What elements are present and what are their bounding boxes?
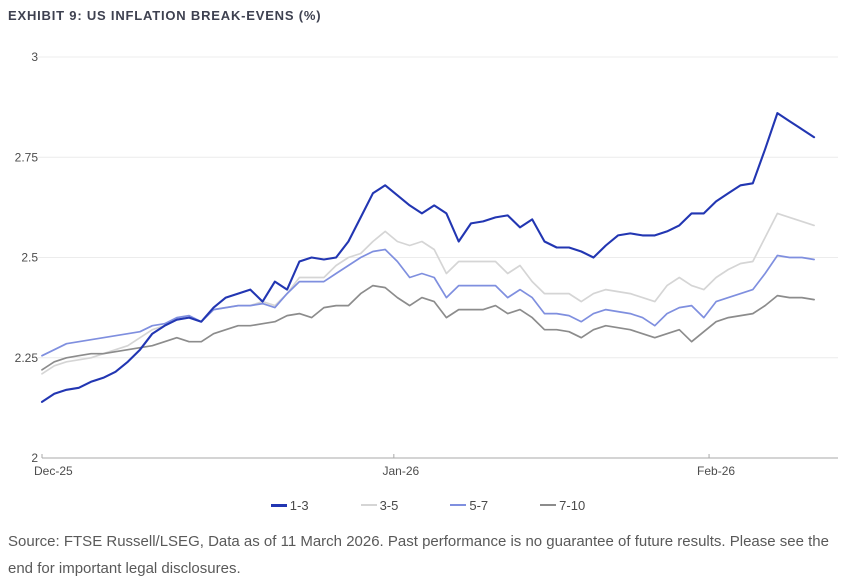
- legend-item-1-3: 1-3: [270, 497, 309, 513]
- x-axis-tick-label: Jan-26: [382, 464, 419, 478]
- legend-item-3-5: 3-5: [360, 497, 399, 513]
- legend-swatch-1-3: [270, 503, 287, 507]
- series-line-1-3: [40, 112, 816, 403]
- legend-swatch-7-10: [540, 504, 557, 506]
- series-line-5-7: [41, 248, 815, 357]
- y-axis-tick-label: 2.5: [21, 251, 38, 265]
- legend-item-5-7: 5-7: [450, 498, 488, 513]
- exhibit-title: EXHIBIT 9: US INFLATION BREAK-EVENS (%): [8, 8, 322, 23]
- legend-label: 1-3: [289, 497, 309, 513]
- y-axis-tick-label: 2.75: [15, 150, 39, 164]
- x-axis-tick-label: Dec-25: [34, 464, 73, 478]
- line-chart: 2 2.25 2.5 2.75 3 Dec-25 Jan-26 Feb-26: [8, 45, 848, 488]
- legend-swatch-5-7: [450, 504, 467, 506]
- legend-swatch-3-5: [360, 504, 377, 506]
- legend-label: 5-7: [469, 497, 489, 513]
- y-axis-tick-label: 2.25: [15, 351, 39, 365]
- source-disclaimer: Source: FTSE Russell/LSEG, Data as of 11…: [8, 533, 829, 577]
- legend-label: 7-10: [559, 497, 586, 513]
- x-axis-tick-label: Feb-26: [697, 464, 735, 478]
- legend-label: 3-5: [379, 497, 399, 513]
- y-axis-tick-label: 3: [31, 50, 38, 64]
- series-line-7-10: [41, 284, 815, 371]
- legend-item-7-10: 7-10: [540, 498, 585, 513]
- series-line-3-5: [41, 212, 815, 375]
- chart-canvas: 2 2.25 2.5 2.75 3 Dec-25 Jan-26 Feb-26: [15, 50, 838, 478]
- chart-legend: 1-3 3-5 5-7 7-10: [8, 496, 848, 514]
- y-axis-tick-label: 2: [31, 451, 38, 465]
